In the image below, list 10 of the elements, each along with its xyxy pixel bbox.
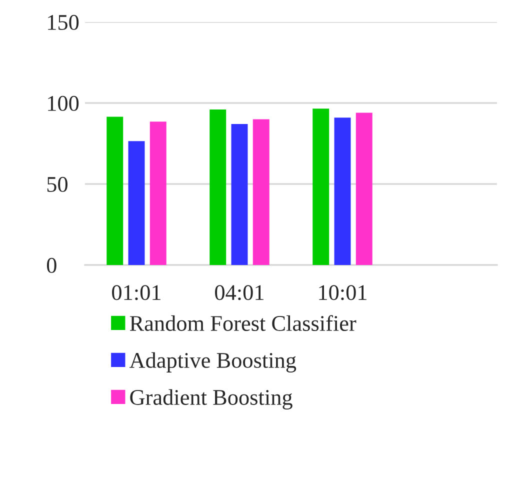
- x-tick-label: 01:01: [112, 285, 160, 300]
- legend-label: Adaptive Boosting: [129, 352, 296, 373]
- y-tick-label: 150: [48, 14, 79, 30]
- legend-label: Gradient Boosting: [130, 389, 292, 410]
- x-tick-label: 10:01: [319, 285, 366, 300]
- legend-label: Random Forest Classifier: [130, 315, 356, 331]
- y-tick-label: 50: [47, 176, 68, 192]
- y-tick-label: 0: [46, 258, 56, 273]
- y-tick-label: 100: [48, 96, 79, 111]
- x-tick-label: 04:01: [215, 285, 264, 300]
